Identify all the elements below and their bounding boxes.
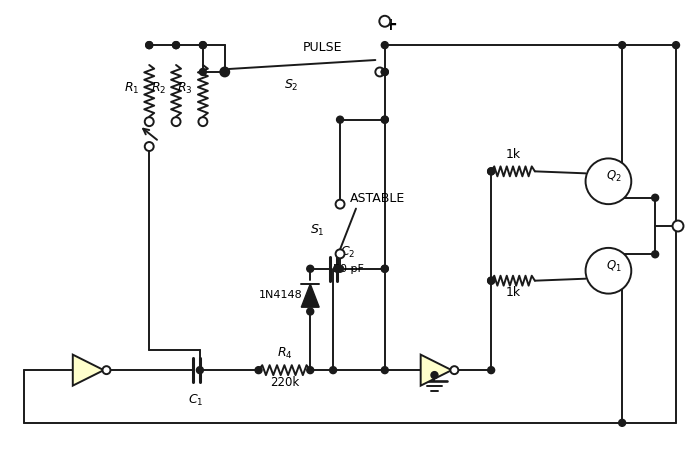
Text: 50 pF: 50 pF bbox=[332, 263, 363, 273]
Circle shape bbox=[337, 117, 344, 124]
Circle shape bbox=[337, 266, 344, 273]
Circle shape bbox=[382, 43, 388, 50]
Circle shape bbox=[146, 43, 153, 50]
Circle shape bbox=[619, 420, 626, 426]
Circle shape bbox=[146, 43, 153, 50]
Circle shape bbox=[382, 117, 388, 124]
Text: $S_1$: $S_1$ bbox=[311, 222, 326, 237]
Circle shape bbox=[431, 372, 438, 379]
Text: +: + bbox=[383, 16, 397, 34]
Circle shape bbox=[102, 366, 111, 374]
Circle shape bbox=[586, 159, 631, 205]
Circle shape bbox=[652, 195, 659, 202]
Text: $R_2$: $R_2$ bbox=[150, 81, 166, 96]
Text: PULSE: PULSE bbox=[302, 41, 342, 54]
Circle shape bbox=[330, 367, 337, 374]
Text: $C_1$: $C_1$ bbox=[188, 392, 204, 407]
Text: ASTABLE: ASTABLE bbox=[350, 192, 405, 205]
Text: $R_3$: $R_3$ bbox=[177, 81, 192, 96]
Circle shape bbox=[382, 266, 388, 273]
Circle shape bbox=[488, 278, 495, 285]
Circle shape bbox=[334, 266, 341, 273]
Circle shape bbox=[145, 118, 154, 127]
Circle shape bbox=[197, 367, 204, 374]
Circle shape bbox=[199, 69, 206, 76]
Text: $Q_2$: $Q_2$ bbox=[606, 169, 621, 184]
Text: 220k: 220k bbox=[270, 375, 299, 388]
Circle shape bbox=[382, 117, 388, 124]
Text: 1N4148: 1N4148 bbox=[258, 289, 302, 299]
Polygon shape bbox=[421, 355, 452, 386]
Circle shape bbox=[619, 43, 626, 50]
Circle shape bbox=[335, 250, 344, 259]
Circle shape bbox=[382, 69, 388, 76]
Text: $R_1$: $R_1$ bbox=[124, 81, 139, 96]
Circle shape bbox=[255, 367, 262, 374]
Circle shape bbox=[307, 308, 314, 315]
Circle shape bbox=[145, 143, 154, 151]
Text: $C_2$: $C_2$ bbox=[340, 244, 356, 259]
Circle shape bbox=[199, 43, 206, 50]
Circle shape bbox=[586, 248, 631, 294]
Circle shape bbox=[307, 266, 314, 273]
Circle shape bbox=[335, 200, 344, 209]
Circle shape bbox=[173, 43, 179, 50]
Circle shape bbox=[220, 68, 229, 77]
Circle shape bbox=[673, 221, 683, 232]
Polygon shape bbox=[301, 285, 319, 308]
Circle shape bbox=[172, 118, 181, 127]
Text: 1k: 1k bbox=[505, 285, 521, 298]
Text: $S_2$: $S_2$ bbox=[284, 78, 299, 93]
Circle shape bbox=[488, 168, 495, 175]
Circle shape bbox=[382, 266, 388, 273]
Text: 1k: 1k bbox=[505, 148, 521, 161]
Circle shape bbox=[379, 17, 391, 28]
Text: $Q_1$: $Q_1$ bbox=[606, 258, 622, 273]
Circle shape bbox=[375, 68, 384, 77]
Circle shape bbox=[652, 251, 659, 258]
Circle shape bbox=[488, 367, 495, 374]
Circle shape bbox=[382, 367, 388, 374]
Circle shape bbox=[307, 367, 314, 374]
Polygon shape bbox=[73, 355, 104, 386]
Circle shape bbox=[382, 69, 388, 76]
Circle shape bbox=[450, 366, 459, 374]
Circle shape bbox=[199, 43, 206, 50]
Circle shape bbox=[488, 168, 495, 175]
Text: $R_4$: $R_4$ bbox=[276, 346, 292, 360]
Circle shape bbox=[173, 43, 179, 50]
Circle shape bbox=[673, 43, 680, 50]
Circle shape bbox=[198, 118, 207, 127]
Circle shape bbox=[488, 278, 495, 285]
Circle shape bbox=[221, 69, 228, 76]
